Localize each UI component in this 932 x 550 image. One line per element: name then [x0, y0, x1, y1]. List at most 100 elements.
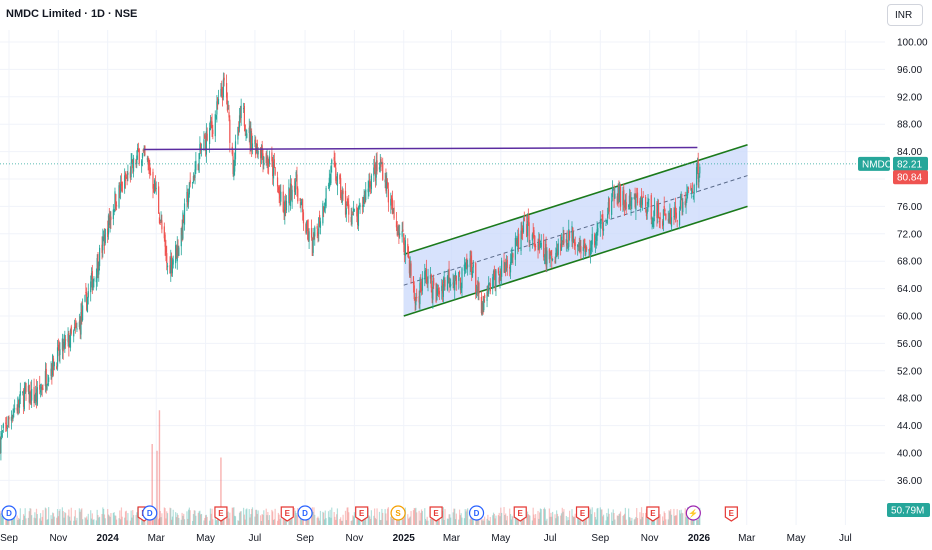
candle-body: [602, 214, 604, 231]
candle-body: [506, 259, 508, 268]
volume-bar: [698, 512, 700, 525]
volume-bar: [676, 509, 678, 525]
volume-bar: [231, 507, 233, 525]
time-axis[interactable]: Sep Nov 2024 Mar May Jul Sep Nov 2025 Mar May Jul Se…: [0, 533, 852, 544]
candle-body: [76, 328, 78, 330]
candle-body: [50, 368, 52, 376]
volume-bar: [276, 520, 279, 525]
price-axis[interactable]: 36.00 40.00 44.00 48.00 52.00 56.00 60.00 64.00…: [897, 38, 928, 487]
event-marker-s[interactable]: S: [390, 505, 406, 521]
volume-bar: [633, 519, 635, 525]
event-marker-d[interactable]: D: [1, 505, 17, 521]
candle-body: [636, 192, 639, 204]
event-marker-e[interactable]: E: [214, 506, 228, 522]
candle-body: [523, 217, 525, 222]
volume-bar: [339, 519, 341, 525]
volume-bar: [550, 512, 552, 525]
candle-body: [325, 187, 327, 207]
channel-upper-line[interactable]: [403, 143, 748, 256]
event-marker-e[interactable]: E: [355, 506, 369, 522]
candle-body: [243, 106, 245, 127]
volume-bar: [45, 508, 47, 525]
channel-lower-line[interactable]: [403, 205, 748, 317]
candle-body: [385, 175, 387, 192]
volume-bar: [229, 512, 231, 525]
volume-bar: [578, 520, 580, 525]
candle-body: [443, 278, 445, 284]
volume-bar: [205, 514, 207, 525]
volume-bar: [323, 519, 326, 525]
candle-body: [648, 199, 650, 201]
volume-bar: [192, 514, 195, 525]
volume-bar: [127, 513, 129, 525]
candle-body: [522, 229, 524, 234]
volume-bar: [44, 507, 47, 525]
volume-bar: [200, 514, 202, 525]
volume-bar: [441, 517, 443, 525]
candle-body: [365, 189, 367, 201]
volume-bar: [295, 512, 297, 525]
candle-body: [267, 157, 269, 167]
volume-bar: [342, 514, 344, 525]
volume-bar: [681, 512, 683, 525]
candle-body: [5, 422, 7, 424]
candle-body: [396, 227, 398, 236]
candle-body: [41, 386, 43, 390]
candle-body: [634, 194, 636, 208]
candle-body: [152, 171, 154, 189]
event-marker-d[interactable]: D: [297, 505, 313, 521]
candle-body: [599, 220, 601, 228]
volume-bar: [568, 519, 570, 525]
candle-body: [674, 208, 676, 218]
volume-bar: [311, 507, 313, 525]
candle-body: [540, 242, 542, 248]
volume-bar: [574, 513, 576, 525]
candle-body: [25, 382, 27, 393]
candle-body: [308, 231, 310, 242]
event-marker-split[interactable]: ⚡: [685, 505, 701, 521]
candle-body: [289, 189, 291, 203]
volume-bar: [103, 514, 106, 525]
volume-bar: [0, 513, 2, 525]
candle-body: [125, 177, 127, 179]
candle-body: [350, 216, 352, 223]
y-tick-label: 64.00: [897, 284, 922, 295]
x-tick-label: Sep: [296, 533, 314, 544]
volume-bar: [680, 509, 682, 525]
candle-body: [560, 236, 563, 251]
event-marker-e[interactable]: E: [646, 506, 660, 522]
volume-bar: [97, 515, 99, 525]
candle-body: [482, 302, 484, 314]
event-marker-e[interactable]: E: [724, 506, 738, 522]
currency-button[interactable]: INR: [887, 4, 923, 26]
event-marker-d[interactable]: D: [142, 505, 158, 521]
grid-layer: [0, 30, 885, 525]
resistance-line[interactable]: [144, 146, 698, 151]
event-marker-e[interactable]: E: [429, 506, 443, 522]
event-marker-e[interactable]: E: [575, 506, 590, 522]
volume-bar: [126, 520, 128, 525]
volume-bar: [565, 515, 567, 525]
candle-body: [504, 262, 506, 273]
candle-body: [169, 265, 171, 274]
volume-bar: [421, 511, 423, 525]
volume-bar: [560, 513, 563, 525]
volume-bar: [130, 510, 132, 525]
candle-body: [622, 191, 624, 206]
volume-bar: [265, 508, 267, 525]
volume-bar: [505, 520, 508, 525]
x-tick-label: 2026: [688, 533, 711, 544]
candle-body: [368, 181, 370, 188]
candle-body: [209, 120, 212, 131]
candle-body: [659, 217, 661, 220]
candle-body: [402, 229, 404, 232]
event-marker-e[interactable]: E: [280, 506, 294, 522]
candle-body: [154, 180, 156, 194]
volume-bar: [164, 508, 166, 525]
event-marker-d[interactable]: D: [468, 505, 485, 521]
volume-bar: [76, 517, 78, 525]
candle-body: [373, 167, 375, 176]
event-marker-e[interactable]: E: [513, 506, 527, 522]
candle-body: [486, 291, 488, 301]
